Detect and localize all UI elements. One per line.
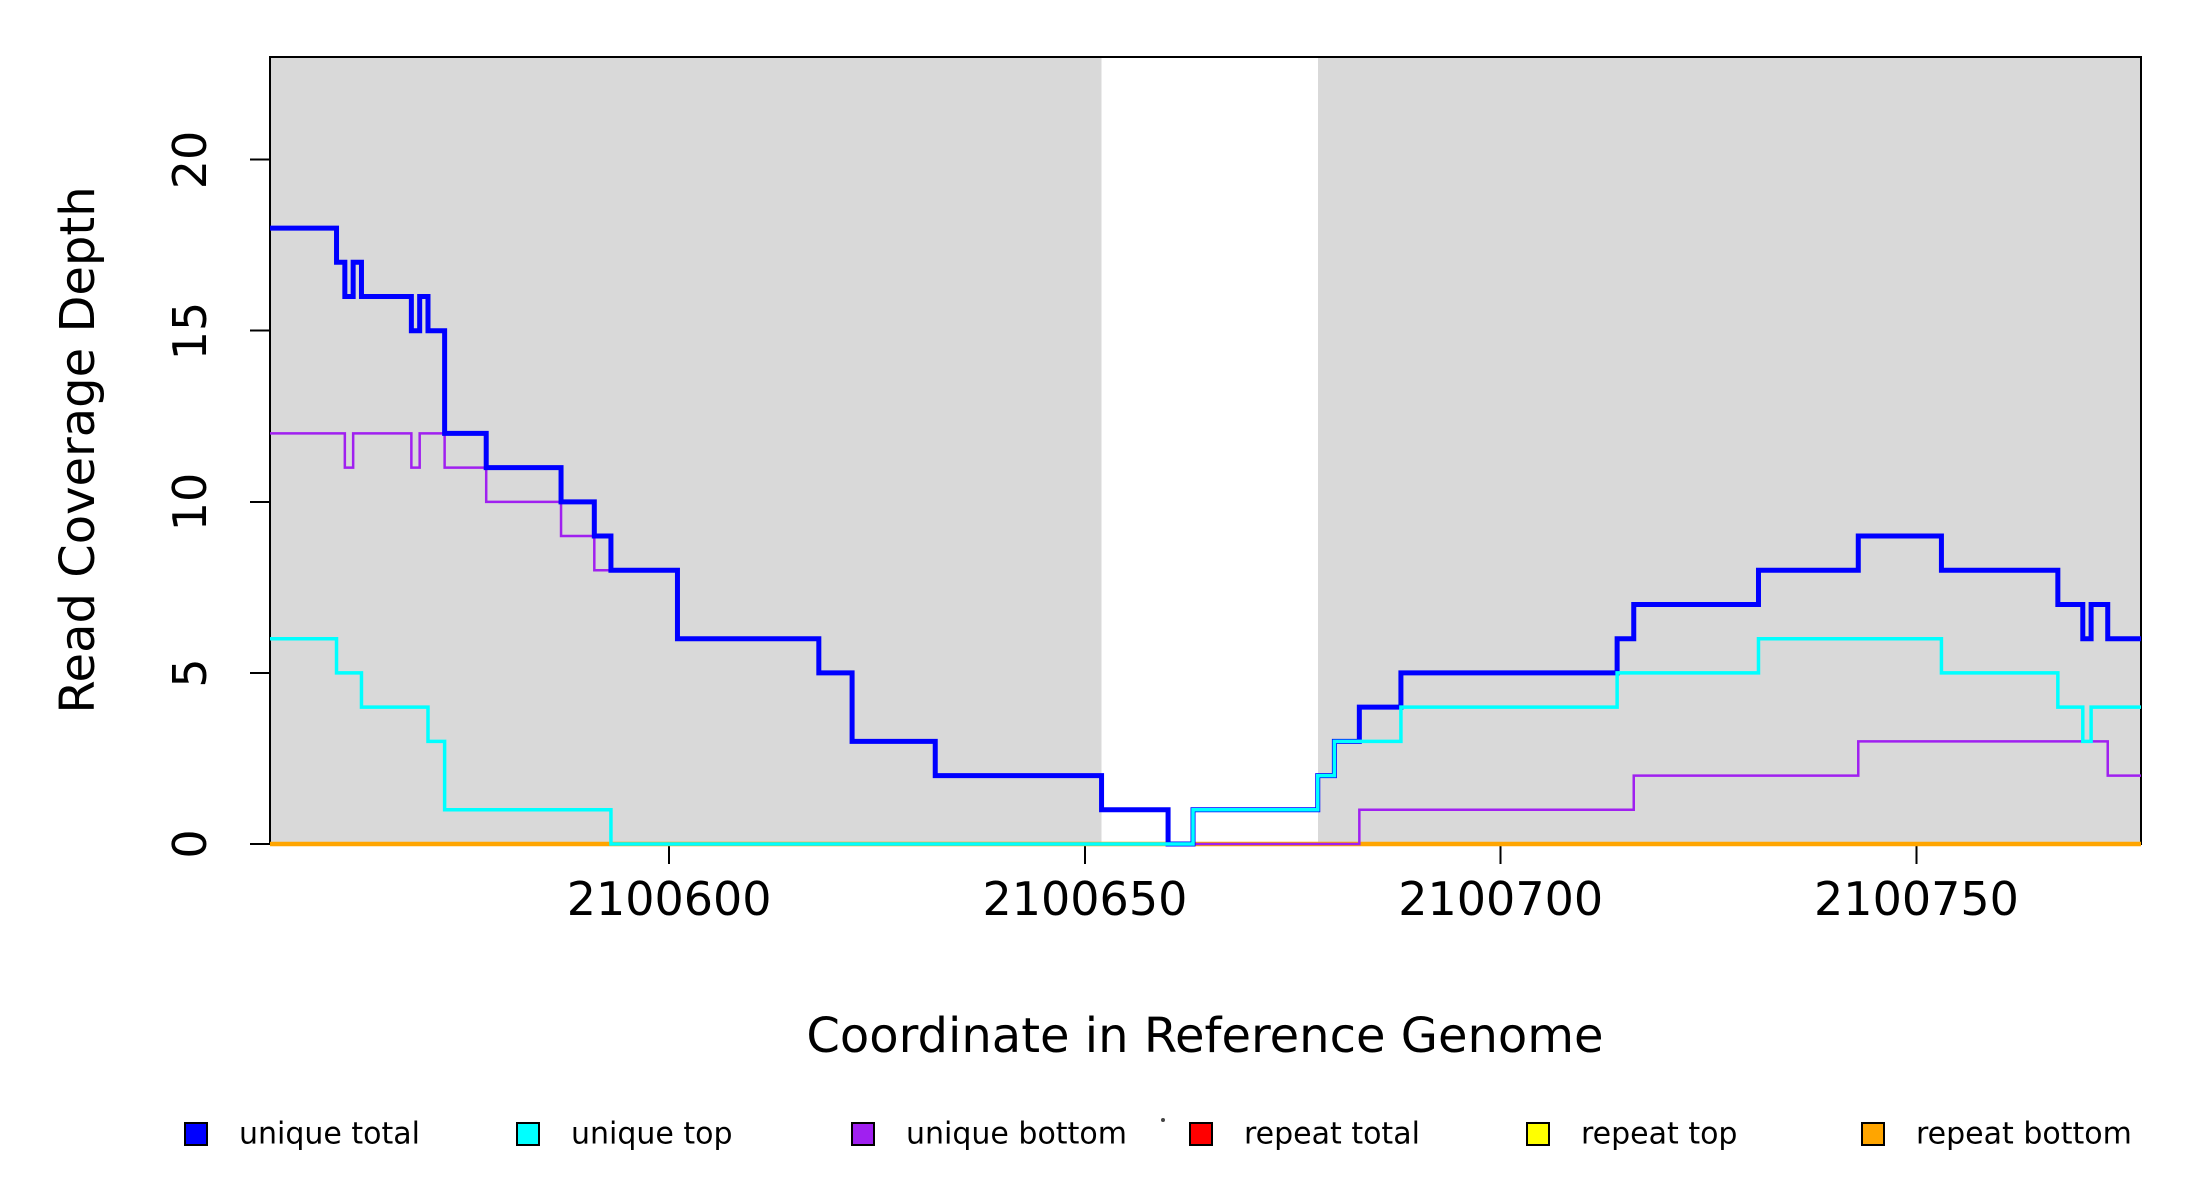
legend-label-unique-total: unique total [239,1116,421,1152]
legend-item-unique-bottom: unique bottom [851,1117,1127,1152]
y-tick-label-10: 10 [163,472,217,532]
legend-swatch-repeat-bottom [1861,1122,1885,1146]
legend-label-repeat-bottom: repeat bottom [1916,1116,2132,1152]
y-tick-label-0: 0 [163,829,217,859]
legend-swatch-repeat-top [1526,1122,1550,1146]
legend-item-repeat-top: repeat top [1526,1117,1737,1152]
legend-swatch-repeat-total [1189,1122,1213,1146]
x-tick-label-2100700: 2100700 [1398,872,1604,926]
series-line-unique-top [270,636,2141,846]
legend-swatch-unique-total [184,1122,208,1146]
legend-item-unique-top: unique top [516,1117,733,1152]
y-tick-label-15: 15 [163,301,217,361]
x-tick-label-2100750: 2100750 [1814,872,2019,926]
x-tick-label-2100650: 2100650 [982,872,1188,926]
legend-item-unique-total: unique total [184,1117,420,1152]
legend-label-unique-bottom: unique bottom [906,1116,1127,1152]
stray-dot [1161,1118,1165,1122]
y-axis-title: Read Coverage Depth [50,186,106,714]
legend-swatch-unique-top [516,1122,540,1146]
series-line-unique-total [270,225,2141,847]
legend-label-repeat-top: repeat top [1581,1116,1738,1152]
shaded-region-1 [1317,57,2141,844]
y-tick-label-5: 5 [163,658,217,688]
x-tick-label-2100600: 2100600 [566,872,772,926]
legend-item-repeat-total: repeat total [1189,1117,1420,1152]
x-axis-title: Coordinate in Reference Genome [806,1008,1604,1064]
shaded-region-0 [270,57,1102,844]
legend-label-unique-top: unique top [571,1116,733,1152]
legend-label-repeat-total: repeat total [1244,1116,1420,1152]
legend-swatch-unique-bottom [851,1122,875,1146]
legend-item-repeat-bottom: repeat bottom [1861,1117,2132,1152]
y-tick-label-20: 20 [163,130,217,189]
